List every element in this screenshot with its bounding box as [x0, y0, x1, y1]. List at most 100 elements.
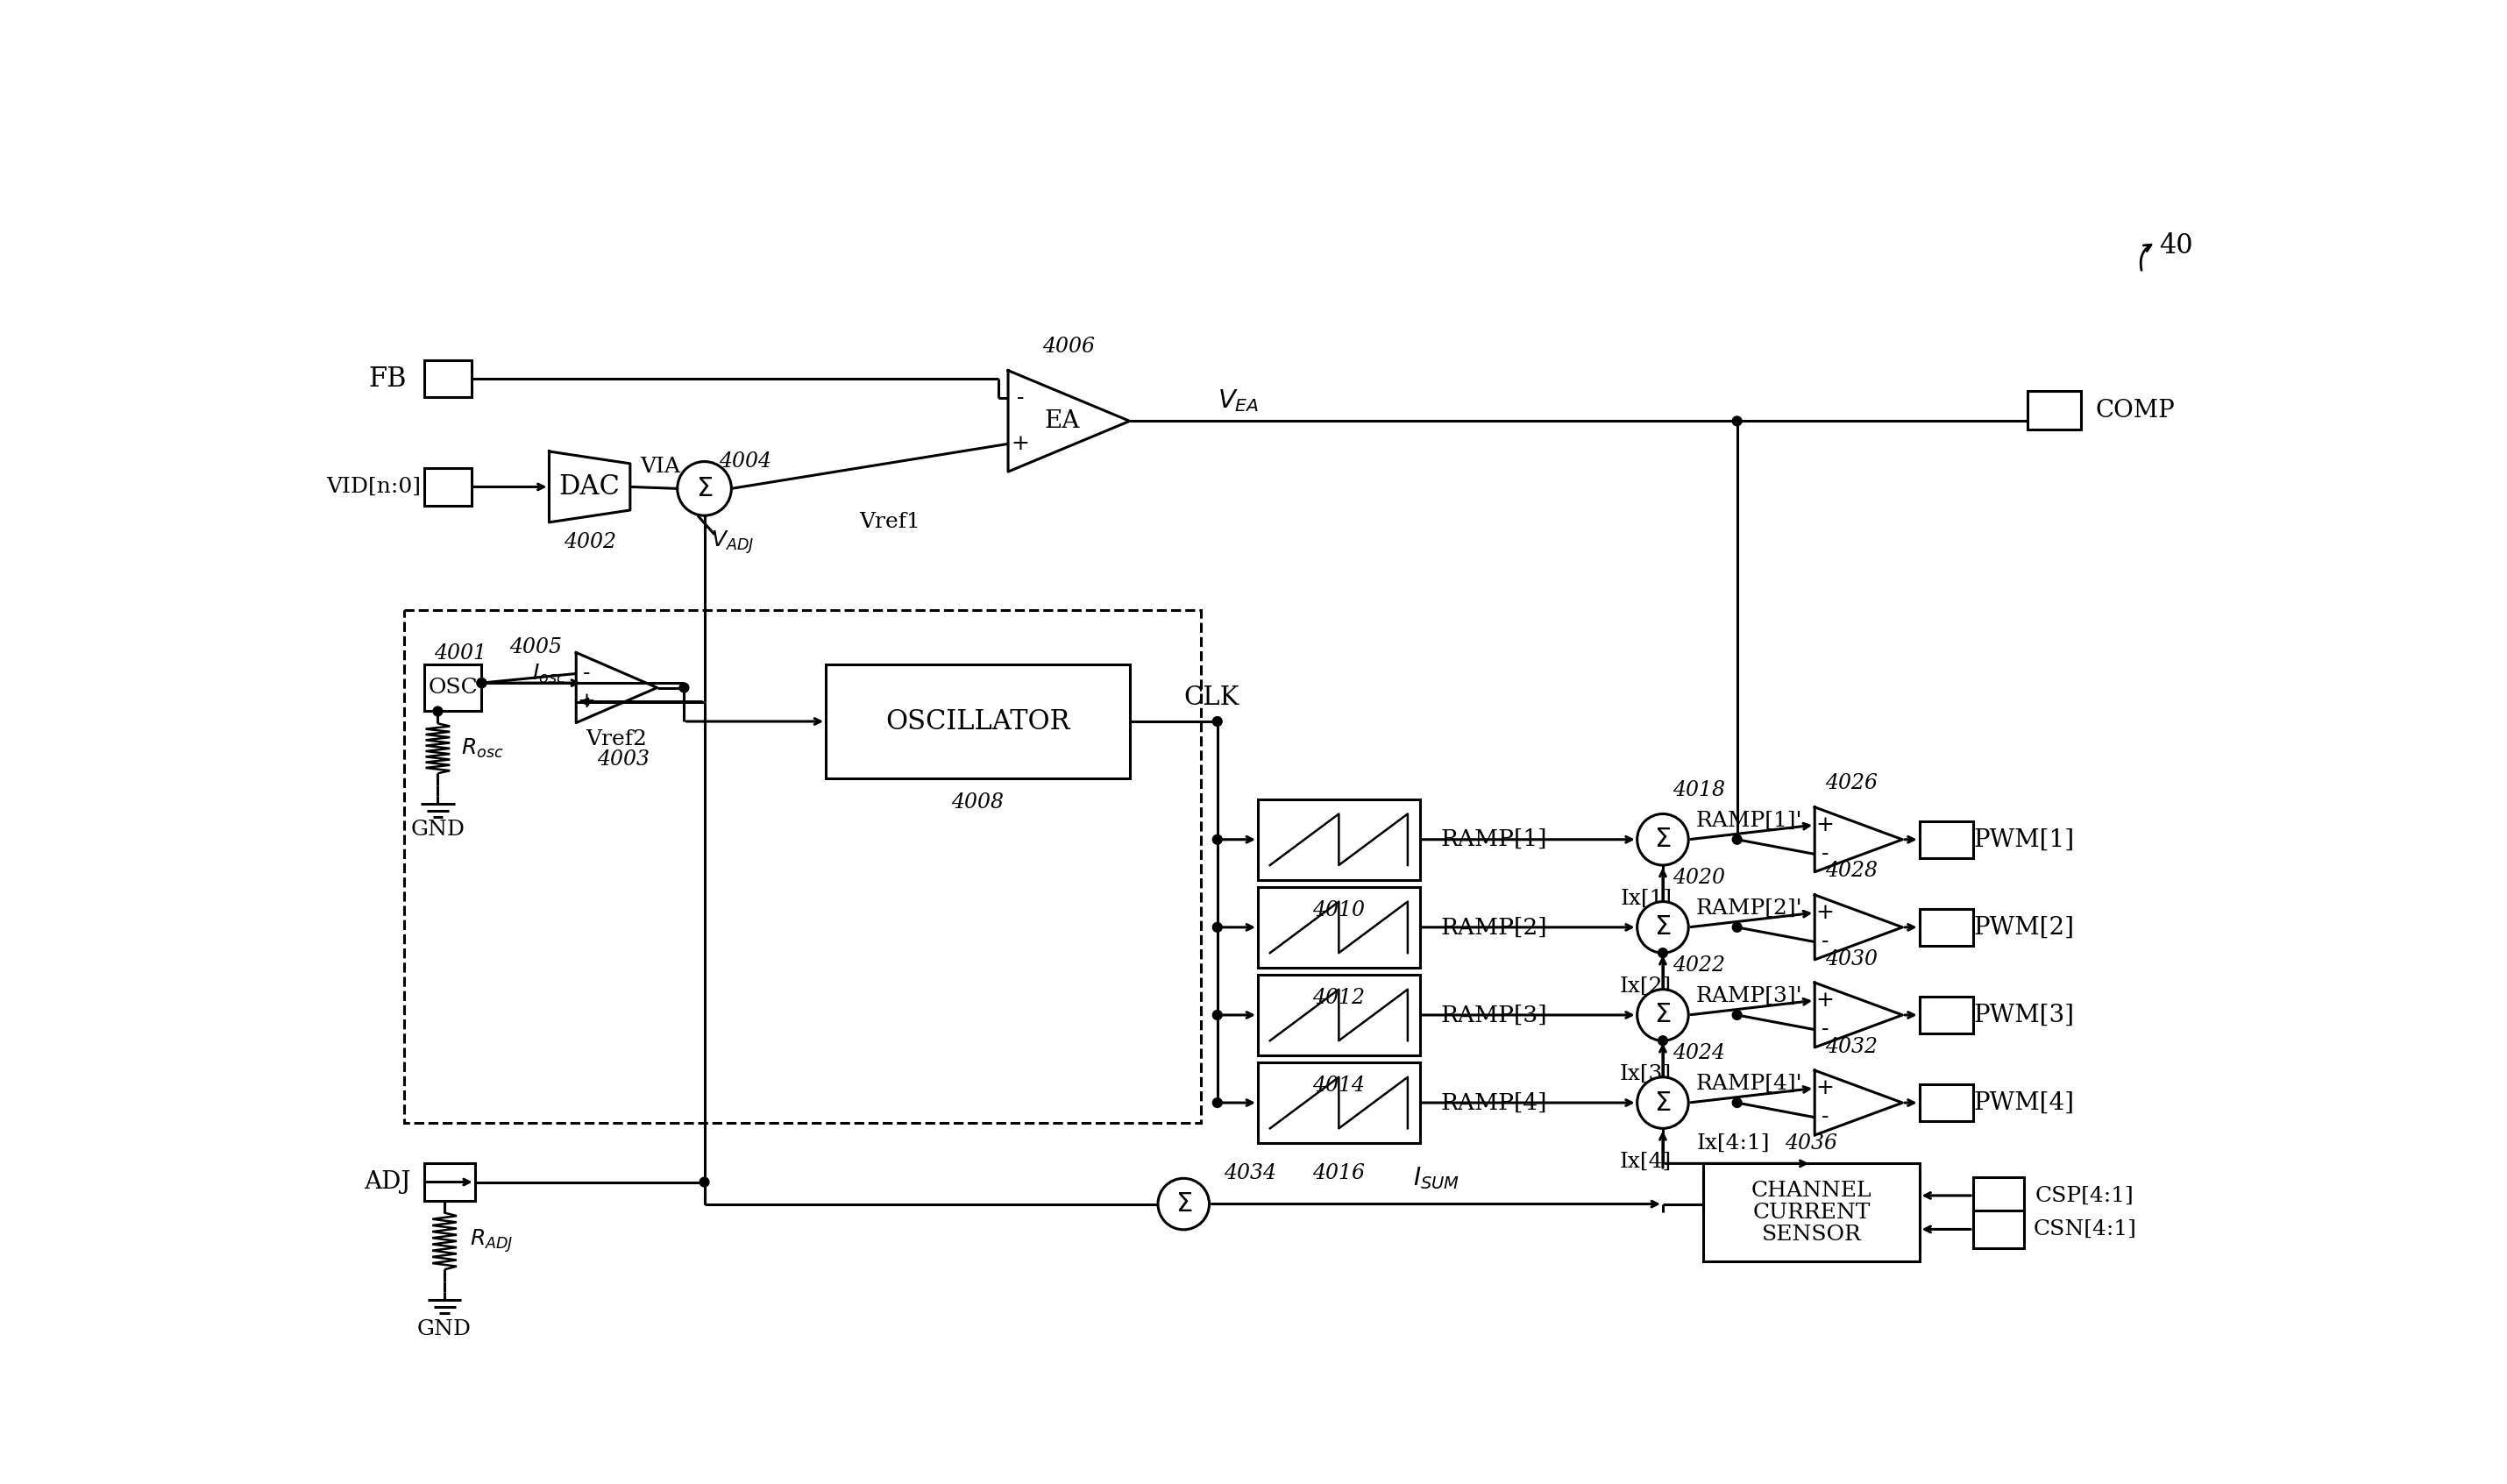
Text: 4028: 4028	[1825, 861, 1878, 881]
Text: Ix[1]: Ix[1]	[1620, 889, 1672, 910]
Circle shape	[1213, 1098, 1221, 1107]
Bar	[1920, 908, 1973, 945]
Text: $V_{ADJ}$: $V_{ADJ}$	[712, 530, 755, 556]
Text: VIA: VIA	[639, 457, 682, 476]
Bar	[1259, 887, 1419, 968]
Circle shape	[1732, 835, 1742, 844]
Bar	[424, 1163, 474, 1201]
Text: 4018: 4018	[1672, 781, 1725, 800]
Text: CHANNEL: CHANNEL	[1750, 1180, 1873, 1201]
Text: SENSOR: SENSOR	[1762, 1224, 1860, 1245]
Text: CLK: CLK	[1183, 686, 1238, 709]
Circle shape	[699, 1177, 709, 1187]
Text: +: +	[1815, 815, 1835, 835]
Text: +: +	[577, 692, 594, 712]
Text: $\Sigma$: $\Sigma$	[1655, 1089, 1672, 1116]
Bar	[1973, 1211, 2023, 1248]
Text: 4024: 4024	[1672, 1043, 1725, 1064]
Bar	[1973, 1177, 2023, 1214]
Text: 4004: 4004	[720, 451, 772, 472]
Text: 4032: 4032	[1825, 1037, 1878, 1057]
Circle shape	[1637, 990, 1690, 1040]
FancyArrowPatch shape	[2141, 245, 2151, 270]
Text: 4012: 4012	[1314, 988, 1366, 1008]
Text: -: -	[1820, 1107, 1828, 1128]
Circle shape	[476, 678, 486, 687]
Text: RAMP[2]: RAMP[2]	[1442, 916, 1547, 938]
Text: 4036: 4036	[1785, 1134, 1838, 1153]
Text: Ix[3]: Ix[3]	[1620, 1064, 1672, 1085]
Text: 4020: 4020	[1672, 868, 1725, 887]
Circle shape	[434, 706, 441, 715]
Circle shape	[1213, 835, 1221, 844]
Text: 4002: 4002	[564, 533, 617, 552]
Text: +: +	[1815, 990, 1835, 1011]
Bar	[1259, 798, 1419, 880]
Text: FB: FB	[369, 365, 406, 392]
Circle shape	[1732, 1098, 1742, 1107]
Text: $\Sigma$: $\Sigma$	[1655, 1002, 1672, 1028]
Circle shape	[1732, 923, 1742, 932]
Polygon shape	[549, 451, 629, 522]
Circle shape	[679, 683, 689, 693]
Text: CURRENT: CURRENT	[1752, 1202, 1870, 1223]
Bar	[1259, 975, 1419, 1055]
Text: $R_{osc}$: $R_{osc}$	[461, 738, 504, 760]
Circle shape	[1637, 1077, 1690, 1128]
Text: RAMP[1]: RAMP[1]	[1442, 828, 1547, 850]
Text: 4016: 4016	[1314, 1163, 1366, 1184]
Text: -: -	[582, 663, 589, 684]
Text: $\Sigma$: $\Sigma$	[1655, 914, 1672, 941]
Bar	[424, 663, 481, 711]
Text: OSC: OSC	[429, 678, 479, 697]
Text: RAMP[4]: RAMP[4]	[1442, 1092, 1547, 1113]
Circle shape	[1732, 1011, 1742, 1020]
Circle shape	[1637, 813, 1690, 865]
Circle shape	[677, 462, 732, 515]
Text: PWM[3]: PWM[3]	[1973, 1003, 2073, 1027]
Bar	[1920, 996, 1973, 1033]
Text: 4022: 4022	[1672, 956, 1725, 976]
Text: 4005: 4005	[509, 637, 562, 657]
Text: RAMP[4]': RAMP[4]'	[1695, 1074, 1803, 1094]
Text: CSN[4:1]: CSN[4:1]	[2033, 1220, 2136, 1239]
Circle shape	[1657, 948, 1667, 957]
Text: RAMP[1]': RAMP[1]'	[1695, 810, 1803, 831]
Text: +: +	[1815, 1077, 1835, 1098]
Text: 4003: 4003	[597, 749, 649, 770]
Bar	[1920, 1085, 1973, 1122]
Bar	[424, 469, 471, 506]
Text: EA: EA	[1045, 410, 1081, 433]
Text: +: +	[1010, 433, 1030, 454]
Text: $V_{EA}$: $V_{EA}$	[1218, 387, 1259, 414]
Text: VID[n:0]: VID[n:0]	[326, 476, 421, 497]
Text: -: -	[1820, 844, 1828, 864]
Text: RAMP[2]': RAMP[2]'	[1695, 898, 1803, 919]
Circle shape	[1213, 717, 1221, 726]
Text: $\Sigma$: $\Sigma$	[1655, 827, 1672, 853]
Text: 4034: 4034	[1223, 1163, 1276, 1184]
Text: +: +	[1815, 902, 1835, 923]
Circle shape	[1732, 417, 1742, 426]
Text: 4008: 4008	[953, 792, 1003, 812]
Text: OSCILLATOR: OSCILLATOR	[885, 708, 1070, 735]
Text: CSP[4:1]: CSP[4:1]	[2036, 1186, 2133, 1205]
Text: PWM[2]: PWM[2]	[1973, 916, 2073, 939]
Text: RAMP[3]': RAMP[3]'	[1695, 985, 1803, 1006]
Text: 4026: 4026	[1825, 773, 1878, 794]
Circle shape	[476, 678, 486, 687]
Text: $\Sigma$: $\Sigma$	[1176, 1190, 1193, 1217]
Text: $R_{ADJ}$: $R_{ADJ}$	[471, 1227, 514, 1254]
Text: PWM[1]: PWM[1]	[1973, 828, 2073, 852]
Text: -: -	[1015, 389, 1023, 408]
Text: Ix[4:1]: Ix[4:1]	[1697, 1134, 1770, 1153]
Text: $I_{SUM}$: $I_{SUM}$	[1414, 1165, 1459, 1192]
Text: GND: GND	[416, 1319, 471, 1339]
Text: DAC: DAC	[559, 473, 619, 500]
Text: 4010: 4010	[1314, 901, 1366, 920]
Text: $\Sigma$: $\Sigma$	[697, 475, 712, 502]
Text: Vref2: Vref2	[587, 730, 647, 749]
Bar	[1920, 821, 1973, 858]
Text: $I_{osc}$: $I_{osc}$	[531, 663, 567, 686]
Bar	[404, 610, 1201, 1123]
